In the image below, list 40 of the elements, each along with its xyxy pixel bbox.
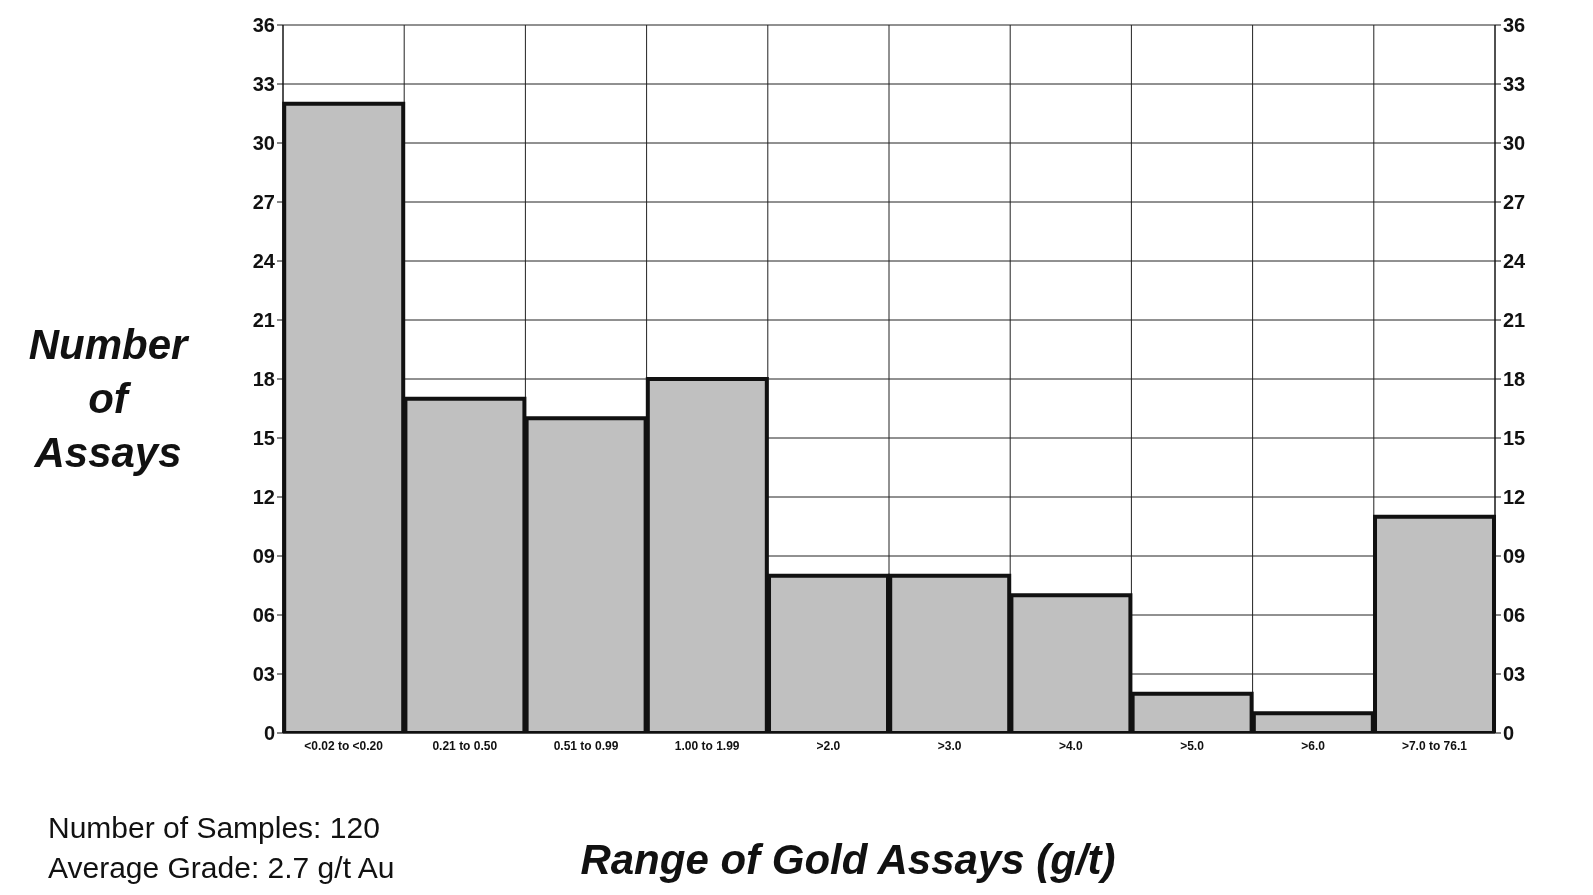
y2-tick-label: 24 xyxy=(1503,250,1527,273)
text: Number of Samples: 120 xyxy=(48,810,381,846)
y-tick-label: 33 xyxy=(252,73,275,96)
x-tick-label: <0.02 to <0.20 xyxy=(304,738,384,753)
y2-tick-label: 27 xyxy=(1503,191,1526,214)
y-tick-label: 30 xyxy=(252,132,275,155)
y2-tick-label: 0 xyxy=(1503,722,1515,745)
y-tick-label: 18 xyxy=(252,368,275,391)
x-tick-label: 1.00 to 1.99 xyxy=(674,738,740,753)
y-tick-label: 36 xyxy=(252,14,275,37)
y-tick-label: 0 xyxy=(263,722,275,745)
y-tick-label: 12 xyxy=(252,486,275,509)
x-tick-label: >6.0 xyxy=(1301,738,1326,753)
y-tick-label: 09 xyxy=(252,545,275,568)
y-tick-label: 24 xyxy=(252,250,276,273)
x-axis-title: Range of Gold Assays (g/t) xyxy=(579,836,1117,884)
x-tick-label: 0.21 to 0.50 xyxy=(432,738,498,753)
y2-tick-label: 09 xyxy=(1503,545,1526,568)
x-tick-label: >3.0 xyxy=(937,738,962,753)
y2-tick-label: 15 xyxy=(1503,427,1526,450)
y-tick-label: 15 xyxy=(252,427,275,450)
y2-tick-label: 33 xyxy=(1503,73,1526,96)
y2-tick-label: 06 xyxy=(1503,604,1526,627)
y-tick-label: 27 xyxy=(252,191,275,214)
x-tick-label: >5.0 xyxy=(1180,738,1205,753)
x-tick-label: >2.0 xyxy=(816,738,841,753)
y-tick-label: 21 xyxy=(252,309,275,332)
y2-tick-label: 30 xyxy=(1503,132,1526,155)
x-tick-label: 0.51 to 0.99 xyxy=(553,738,619,753)
text: Average Grade: 2.7 g/t Au xyxy=(48,850,395,886)
y2-tick-label: 36 xyxy=(1503,14,1526,37)
y-tick-label: 06 xyxy=(252,604,275,627)
y2-tick-label: 21 xyxy=(1503,309,1526,332)
y2-tick-label: 03 xyxy=(1503,663,1526,686)
x-tick-label: >4.0 xyxy=(1058,738,1083,753)
y-tick-label: 03 xyxy=(252,663,275,686)
y2-tick-label: 18 xyxy=(1503,368,1526,391)
y-axis-title: Number of Assays xyxy=(27,320,190,478)
y2-tick-label: 12 xyxy=(1503,486,1526,509)
x-tick-label: >7.0 to 76.1 xyxy=(1401,738,1468,753)
